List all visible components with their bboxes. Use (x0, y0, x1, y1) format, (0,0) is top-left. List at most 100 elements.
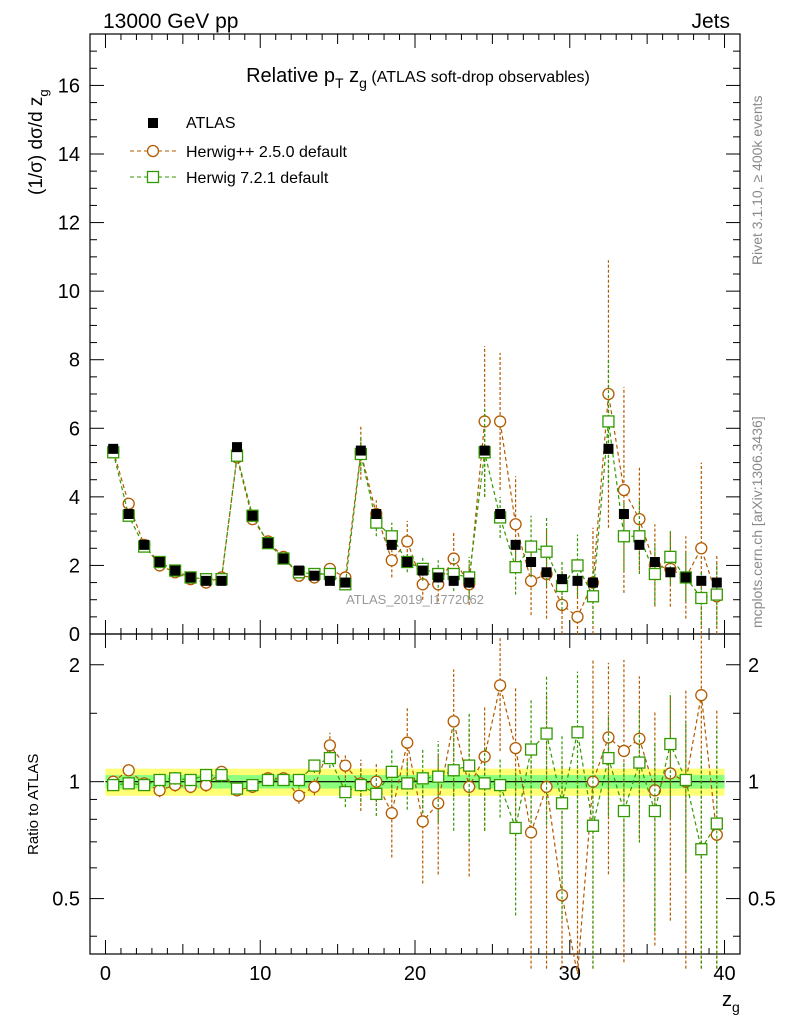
ratio-marker-herwig7 (416, 772, 429, 785)
marker-atlas (572, 575, 583, 586)
marker-atlas (541, 567, 552, 578)
y-tick-label-ratio-right: 1 (748, 772, 759, 794)
marker-atlas (355, 445, 366, 456)
ratio-marker-herwig7 (339, 785, 352, 799)
ratio-marker-herwig7 (277, 773, 290, 787)
marker-atlas (448, 575, 459, 586)
marker-atlas (371, 509, 382, 519)
ratio-marker-herwigpp (633, 732, 646, 745)
y-tick-label-ratio: 2 (69, 655, 80, 677)
xlabel-sub: g (732, 999, 740, 1015)
marker-herwig7 (540, 545, 553, 558)
marker-herwig7 (617, 530, 631, 543)
marker-atlas (649, 557, 660, 567)
ylabel-main-text: (1/σ) dσ/d z (26, 97, 47, 195)
marker-herwig7 (524, 540, 538, 553)
marker-atlas (185, 572, 196, 583)
x-tick-label: 0 (100, 963, 111, 985)
marker-atlas (154, 557, 165, 567)
ratio-marker-herwigpp (308, 780, 321, 793)
y-tick-label-ratio: 1 (69, 772, 80, 794)
marker-atlas (696, 575, 707, 586)
y-tick-label-ratio: 0.5 (52, 889, 80, 911)
ratio-marker-herwigpp (385, 806, 398, 820)
marker-herwigpp (493, 415, 507, 428)
x-tick-label: 30 (559, 963, 581, 985)
marker-atlas (464, 577, 475, 588)
marker-atlas (386, 539, 397, 550)
xlabel-text: z (722, 989, 732, 1011)
ratio-marker-herwig7 (571, 726, 584, 739)
marker-atlas (479, 445, 490, 456)
ratio-marker-herwig7 (509, 821, 522, 835)
marker-atlas (603, 443, 614, 454)
axis-ticks (90, 34, 740, 954)
marker-herwig7 (586, 590, 600, 603)
marker-herwig7 (710, 588, 723, 601)
marker-atlas (587, 577, 598, 588)
marker-atlas (433, 572, 444, 583)
ratio-marker-herwigpp (447, 715, 460, 728)
y-tick-label-main: 4 (69, 487, 80, 509)
y-tick-label-main: 14 (58, 144, 80, 166)
marker-herwigpp (617, 483, 631, 497)
mcplots-label: mcplots.cern.ch [arXiv:1306.3436] (749, 416, 765, 628)
ratio-marker-herwig7 (215, 768, 228, 782)
ratio-marker-herwig7 (138, 778, 151, 792)
marker-herwig7 (664, 550, 677, 564)
ratio-marker-herwig7 (230, 782, 244, 795)
marker-herwigpp (122, 497, 135, 510)
marker-atlas (665, 567, 676, 578)
marker-atlas (680, 572, 691, 583)
marker-atlas (201, 575, 212, 586)
ratio-marker-herwig7 (648, 804, 662, 818)
marker-atlas (247, 510, 258, 521)
y-tick-label-main: 12 (58, 213, 80, 235)
ratio-marker-herwigpp (122, 764, 135, 777)
y-tick-label-ratio-right: 0.5 (748, 889, 776, 911)
y-tick-label-main: 6 (69, 418, 80, 440)
ratio-marker-herwigpp (509, 741, 522, 755)
ratio-marker-herwig7 (617, 804, 631, 818)
ratio-marker-herwig7 (524, 743, 538, 756)
marker-atlas (495, 509, 506, 519)
ratio-marker-herwig7 (586, 819, 600, 832)
marker-atlas (510, 539, 521, 550)
marker-atlas (108, 443, 119, 454)
ratio-marker-herwig7 (679, 773, 692, 787)
y-tick-label-ratio-right: 2 (748, 655, 759, 677)
marker-atlas (618, 509, 629, 519)
main-series-layer (107, 260, 723, 634)
y-axis-label-main: (1/σ) dσ/d zg (26, 89, 51, 195)
title-sub-g: g (359, 75, 367, 91)
ratio-marker-herwig7 (107, 778, 120, 792)
x-axis-label: zg (722, 989, 740, 1015)
beam-label: 13000 GeV pp (103, 10, 238, 33)
ratio-marker-herwigpp (478, 750, 491, 763)
legend: ATLAS Herwig++ 2.5.0 default Herwig 7.2.… (130, 115, 348, 187)
legend-atlas-label: ATLAS (186, 115, 236, 132)
ratio-marker-herwig7 (478, 777, 491, 790)
marker-herwig7 (695, 591, 708, 605)
ratio-marker-herwigpp (323, 739, 337, 752)
ratio-marker-herwig7 (354, 778, 367, 792)
ratio-marker-herwigpp (555, 889, 569, 902)
process-label: Jets (691, 10, 730, 33)
y-tick-label-main: 16 (58, 75, 80, 97)
marker-atlas (634, 539, 645, 550)
ratio-marker-herwig7 (633, 756, 646, 769)
ratio-marker-herwig7 (261, 773, 275, 787)
ratio-marker-herwig7 (664, 737, 677, 751)
ratio-marker-herwig7 (493, 778, 507, 792)
ratio-marker-herwig7 (199, 768, 213, 782)
marker-atlas (526, 557, 537, 567)
marker-herwig7 (509, 560, 522, 574)
ratio-marker-herwig7 (184, 773, 197, 787)
title-z: z (344, 65, 360, 87)
marker-atlas (340, 577, 351, 588)
legend-herwig7-label: Herwig 7.2.1 default (186, 170, 329, 187)
legend-herwig7-marker (146, 170, 160, 184)
series-line-main (112, 421, 717, 599)
marker-herwigpp (509, 518, 522, 531)
